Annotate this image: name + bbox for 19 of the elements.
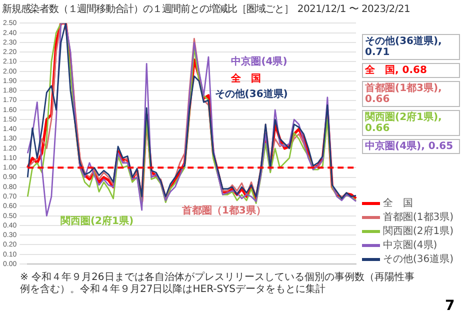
legend-label: 関西圏(2府1県) [383,224,454,238]
text: 関西圏(2府1県), 0.66 [362,110,460,136]
annotation: 首都圏（1都3県） [180,204,266,217]
text: 全 国, 0.68 [362,63,460,78]
legend-label: 中京圏(4県) [383,238,438,252]
annotation: その他(36道県) [214,88,288,100]
text: その他(36道県), 0.71 [362,34,460,60]
annotation: 関西圏(2府1県) [60,215,134,228]
legend-label: 全 国 [383,197,413,210]
annotation: 中京圏(4県) [231,55,288,68]
chart-title: 新規感染者数（１週間移動合計）の１週間前との増減比［圏域ごと］ [2,4,294,15]
text: 7 [445,298,455,314]
annotation: 全 国 [230,72,262,85]
text: 首都圏(1都3県), 0.66 [362,81,460,107]
text: ※ 令和４年９月26日までは各自治体がプレスリリースしている個別の事例数（再陽性事例を含む）。令和４年９月27日以降はHER-SYSデータをもとに集計 [20,272,416,296]
legend-label: その他(36道県) [383,253,454,266]
text: 中京圏(4県), 0.65 [362,139,460,154]
chart-subtitle: 2021/12/1 〜 2023/2/21 [297,4,410,15]
legend-label: 首都圏(1都3県) [383,210,454,224]
